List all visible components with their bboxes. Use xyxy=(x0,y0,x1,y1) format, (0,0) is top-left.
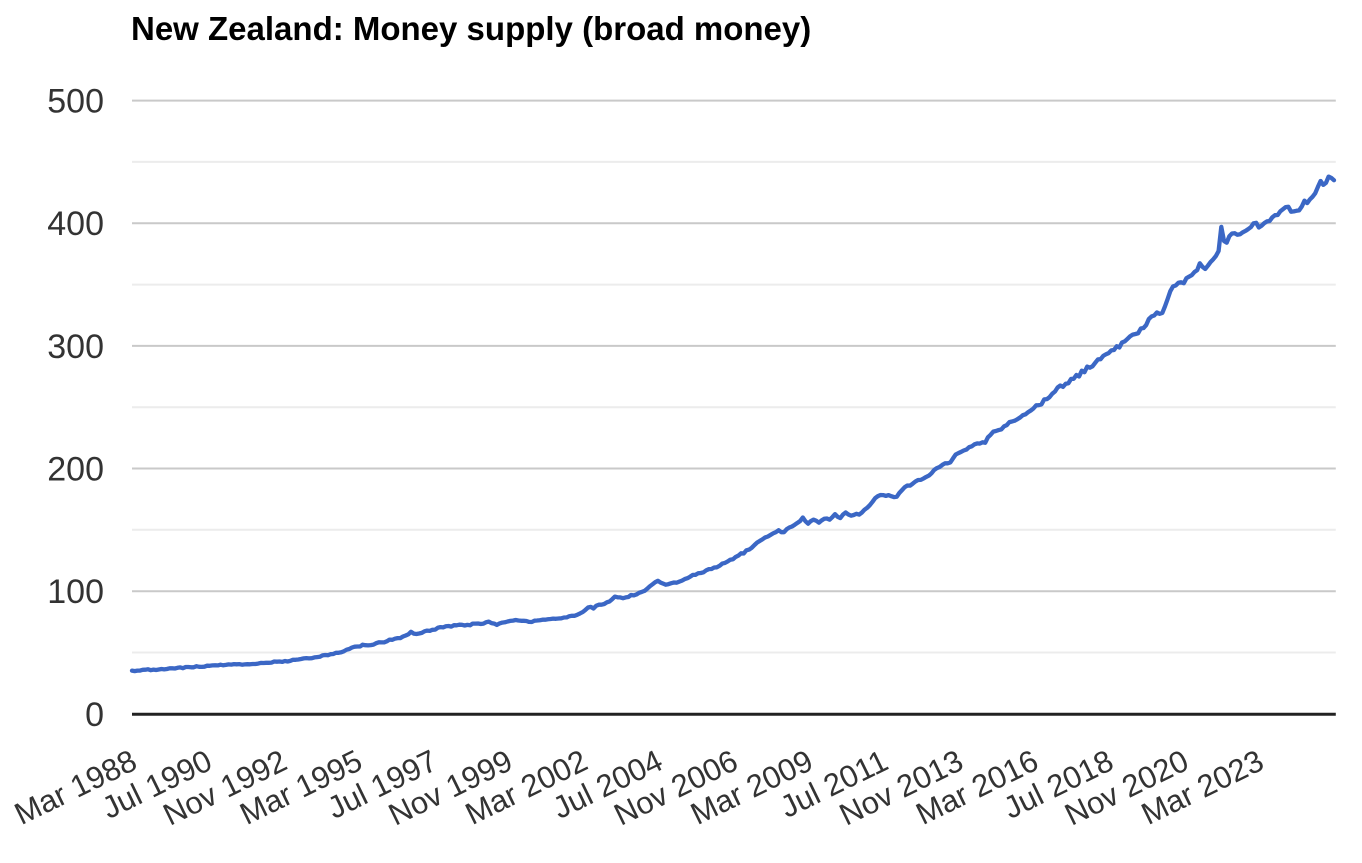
svg-text:300: 300 xyxy=(47,328,104,366)
svg-text:100: 100 xyxy=(47,573,104,611)
svg-text:0: 0 xyxy=(85,696,104,734)
svg-text:New Zealand: Money supply (bro: New Zealand: Money supply (broad money) xyxy=(131,10,811,47)
svg-text:200: 200 xyxy=(47,451,104,489)
svg-text:400: 400 xyxy=(47,205,104,243)
svg-text:500: 500 xyxy=(47,83,104,121)
